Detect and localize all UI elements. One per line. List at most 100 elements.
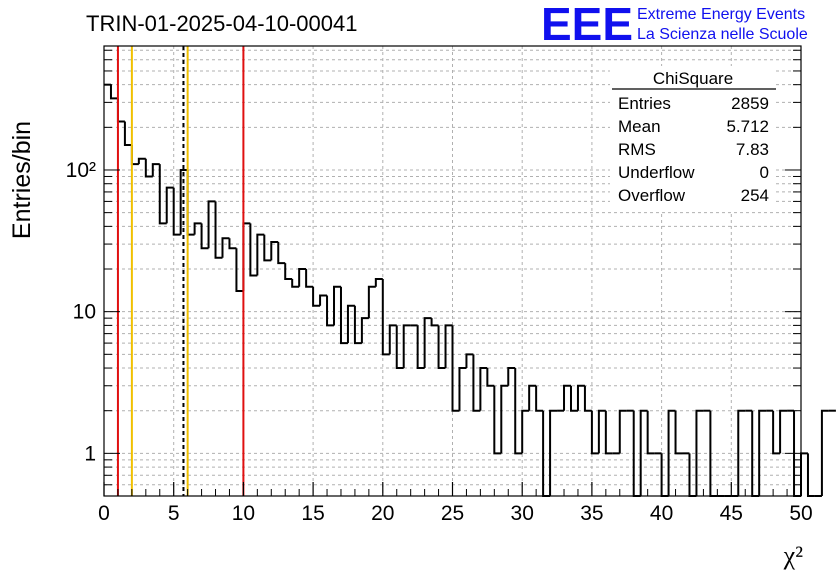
- histogram-bin: [758, 409, 767, 496]
- x-axis-label: χ²: [783, 541, 804, 570]
- histogram-bin: [444, 324, 453, 369]
- histogram-bin: [772, 410, 781, 455]
- histogram-bin: [235, 248, 244, 292]
- x-tick-label: 50: [789, 502, 812, 525]
- histogram-bin: [298, 268, 307, 287]
- x-tick-label: 30: [511, 502, 534, 525]
- histogram-bin: [430, 318, 439, 327]
- org-name-line2: La Scienza nelle Scuole: [637, 26, 808, 43]
- stats-label-underflow: Underflow: [618, 163, 695, 182]
- histogram-bin: [458, 367, 467, 411]
- x-tick-label: 25: [441, 502, 464, 525]
- stats-value-rms: 7.83: [736, 140, 769, 159]
- histogram-bin: [319, 294, 328, 306]
- y-tick-label: 10: [73, 301, 96, 324]
- histogram-bin: [381, 279, 390, 356]
- histogram-bin: [228, 238, 237, 250]
- histogram-bin: [820, 409, 829, 496]
- stats-value-entries: 2859: [731, 94, 769, 113]
- x-tick-label: 0: [98, 502, 110, 525]
- histogram-bin: [514, 368, 523, 455]
- histogram-bin: [604, 410, 613, 455]
- histogram-bin: [151, 163, 160, 177]
- histogram-bin: [109, 84, 118, 100]
- histogram-bin: [360, 317, 369, 344]
- stats-value-mean: 5.712: [726, 117, 769, 136]
- histogram-bin: [569, 385, 578, 412]
- eee-logo: EEE: [541, 0, 633, 50]
- y-axis-label: Entries/bin: [8, 121, 36, 239]
- histogram-bin: [193, 222, 202, 235]
- histogram-bin: [200, 223, 209, 250]
- histogram-bin: [346, 304, 355, 344]
- histogram-bin: [305, 269, 314, 288]
- x-tick-label: 5: [168, 502, 180, 525]
- stats-box: ChiSquare Entries 2859 Mean 5.712 RMS 7.…: [610, 66, 776, 212]
- y-axis-ticks: 1 10 10²: [66, 49, 801, 497]
- histogram-bin: [800, 452, 808, 496]
- org-name-line1: Extreme Energy Events: [637, 6, 805, 23]
- histogram-bin: [528, 384, 537, 411]
- histogram-bin: [333, 285, 341, 326]
- histogram-bin: [249, 223, 258, 277]
- histogram-bin: [165, 186, 174, 224]
- histogram-bin: [214, 201, 223, 259]
- reference-lines: [116, 46, 245, 496]
- histogram-bin: [695, 409, 704, 496]
- y-tick-label: 10²: [66, 159, 96, 182]
- histogram-bin: [256, 233, 265, 276]
- histogram-bin: [500, 384, 509, 454]
- histogram-bin: [326, 295, 335, 327]
- histogram-bin: [563, 384, 571, 411]
- histogram-bin: [590, 410, 599, 455]
- histogram-bin: [158, 164, 167, 225]
- stats-label-rms: RMS: [618, 140, 656, 159]
- histogram-bin: [388, 324, 397, 355]
- histogram-bin: [535, 385, 544, 412]
- histogram-bin: [186, 169, 195, 236]
- histogram-bin: [353, 305, 362, 345]
- histogram-bin: [486, 368, 495, 387]
- x-tick-label: 10: [232, 502, 255, 525]
- histogram-bin: [144, 158, 153, 178]
- histogram-bin: [437, 325, 446, 370]
- x-tick-label: 35: [580, 502, 603, 525]
- stats-label-mean: Mean: [618, 117, 661, 136]
- histogram-bin: [130, 145, 139, 166]
- histogram-bin: [207, 200, 216, 249]
- stats-value-underflow: 0: [760, 163, 769, 182]
- histogram-bin: [423, 317, 432, 369]
- stats-value-overflow: 254: [741, 186, 769, 205]
- histogram-bin: [312, 286, 321, 307]
- histogram-bin: [277, 242, 286, 265]
- histogram-bin: [465, 353, 474, 369]
- histogram-bin: [646, 410, 655, 455]
- x-tick-label: 40: [650, 502, 673, 525]
- histogram-bin: [479, 367, 488, 411]
- histogram-bin: [667, 409, 676, 496]
- histogram-bin: [549, 409, 558, 496]
- histogram-bin: [374, 278, 383, 287]
- histogram-bin: [451, 325, 460, 412]
- histogram-bin: [507, 367, 516, 386]
- histogram-bin: [472, 354, 481, 412]
- histogram-bin: [493, 385, 502, 455]
- y-tick-label: 1: [84, 442, 96, 465]
- histogram-bin: [172, 187, 181, 236]
- histogram-bin: [263, 234, 272, 262]
- x-tick-label: 45: [720, 502, 743, 525]
- histogram-bin: [576, 384, 585, 411]
- x-tick-label: 15: [301, 502, 324, 525]
- histogram-bin: [597, 409, 606, 454]
- histogram-bin: [395, 325, 404, 370]
- histogram-bin: [639, 409, 648, 496]
- histogram-bin: [806, 453, 815, 497]
- histogram-bin: [779, 409, 788, 454]
- x-tick-label: 20: [371, 502, 394, 525]
- histogram-bin: [123, 121, 132, 147]
- stats-label-overflow: Overflow: [618, 186, 686, 205]
- histogram-bin: [291, 279, 300, 288]
- chart-title: TRIN-01-2025-04-10-00041: [86, 11, 358, 36]
- stats-title: ChiSquare: [653, 69, 733, 88]
